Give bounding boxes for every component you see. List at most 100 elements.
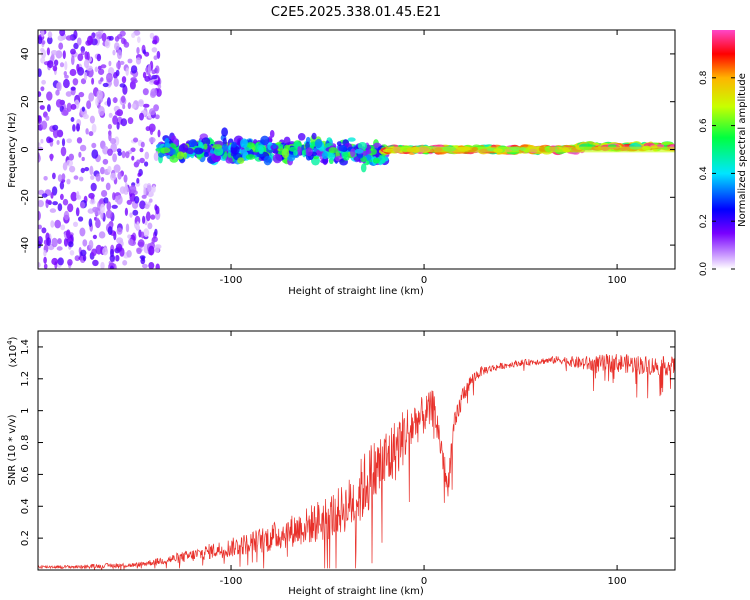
spectrogram-cell xyxy=(57,203,63,212)
spectrogram-cell xyxy=(40,47,45,53)
spectrogram-cell xyxy=(38,262,41,268)
spectrogram-cell xyxy=(76,123,80,132)
spectrogram-cell xyxy=(314,138,323,149)
spectrogram-cell xyxy=(43,263,48,269)
spectrogram-cell xyxy=(122,104,126,110)
spectrogram-cell xyxy=(50,220,55,228)
spectrogram-cell xyxy=(136,159,141,165)
spectrogram-cell xyxy=(245,154,256,160)
spectrogram-cell xyxy=(78,151,82,158)
spectrogram-cell xyxy=(142,71,147,79)
spectrogram-cell xyxy=(136,247,142,255)
spectrogram-cell xyxy=(95,173,101,182)
spectrogram-cell xyxy=(152,39,158,45)
spectrogram-cell xyxy=(74,255,81,262)
spectrogram-cell xyxy=(139,157,145,164)
spectrogram-cell xyxy=(98,106,105,116)
spectrogram-cell xyxy=(57,35,65,42)
spectrogram-cell xyxy=(111,204,118,209)
snr-y-tick-label: 1.2 xyxy=(20,371,31,387)
spectrogram-cell xyxy=(144,204,150,210)
spectrogram-cell xyxy=(272,153,282,164)
spectrogram-cell xyxy=(52,172,56,180)
figure-title: C2E5.2025.338.01.45.E21 xyxy=(271,5,441,20)
spectrogram-cell xyxy=(82,254,87,262)
spectrogram-cell xyxy=(89,199,96,205)
spectrogram-cell xyxy=(142,263,148,269)
spectrogram-cell xyxy=(70,103,77,110)
spectrogram-cell xyxy=(328,147,338,154)
spectrogram-cell xyxy=(66,229,71,239)
spectrogram-y-axis-label: Frequency (Hz) xyxy=(7,112,18,188)
snr-y-tick-label: 0.8 xyxy=(20,435,31,451)
spectrogram-cell xyxy=(147,63,152,74)
spectrogram-cell xyxy=(98,199,104,204)
spectrogram-cell xyxy=(63,210,70,221)
spectrogram-cell xyxy=(67,259,73,266)
spectrogram-cell xyxy=(79,144,87,152)
spectrogram-cell xyxy=(48,137,54,143)
spectrogram-cell xyxy=(68,153,75,161)
spectrogram-cell xyxy=(114,136,120,146)
spectrogram-cell xyxy=(71,55,75,66)
spectrogram-cell xyxy=(91,149,99,159)
snr-x-tick-label: 0 xyxy=(421,576,427,587)
spectrogram-y-tick-label: -20 xyxy=(20,189,31,205)
spectrogram-cell xyxy=(143,49,146,55)
spectrogram-x-tick-label: -100 xyxy=(220,275,243,286)
spectrogram-cell xyxy=(61,109,69,116)
spectrogram-cell xyxy=(76,63,80,72)
spectrogram-cell xyxy=(360,163,367,173)
spectrogram-cell xyxy=(73,221,78,227)
spectrogram-cell xyxy=(66,102,72,113)
spectrogram-cell xyxy=(88,208,93,214)
spectrogram-cell xyxy=(338,145,347,152)
spectrogram-cell xyxy=(151,237,156,245)
spectrogram-cell xyxy=(40,30,45,38)
spectrogram-cell xyxy=(201,137,211,147)
spectrogram-cell xyxy=(126,250,132,258)
spectrogram-cell xyxy=(38,115,42,124)
spectrogram-cell xyxy=(47,31,53,39)
spectrogram-cell xyxy=(144,161,149,167)
spectrogram-cell xyxy=(65,91,72,97)
spectrogram-cell xyxy=(137,172,142,177)
spectrogram-cell xyxy=(240,149,248,154)
spectrogram-cell xyxy=(70,117,75,122)
spectrogram-cell xyxy=(203,152,209,158)
spectrogram-cell xyxy=(63,71,67,76)
spectrogram-cell xyxy=(75,207,80,217)
snr-frame xyxy=(37,330,676,571)
spectrogram-cell xyxy=(69,68,77,77)
spectrogram-y-tick-label: -40 xyxy=(20,237,31,253)
spectrogram-cell xyxy=(139,200,146,210)
spectrogram-cell xyxy=(142,88,149,96)
spectrogram-cell xyxy=(82,113,89,120)
spectrogram-cell xyxy=(136,177,140,184)
spectrogram-cell xyxy=(80,46,86,53)
spectrogram-cell xyxy=(148,137,156,143)
spectrogram-cell xyxy=(57,257,64,266)
spectrogram-cell xyxy=(350,148,356,158)
spectrogram-cell xyxy=(57,174,63,182)
spectrogram-cell xyxy=(41,120,48,130)
snr-series-line xyxy=(38,354,675,570)
spectrogram-cell xyxy=(147,222,153,230)
snr-y-multiplier: (x104) xyxy=(6,336,19,367)
spectrogram-cell xyxy=(148,262,155,269)
spectrogram-cell xyxy=(95,244,103,255)
spectrogram-cell xyxy=(38,224,42,230)
spectrogram-cell xyxy=(91,77,95,85)
spectrogram-cell xyxy=(52,128,59,139)
spectrogram-cell xyxy=(61,138,66,147)
spectrogram-cell xyxy=(129,192,136,202)
spectrogram-cell xyxy=(131,155,135,161)
colorbar: 0.0 0.2 0.4 0.6 0.8 Normalized spectral ampl… xyxy=(699,30,748,276)
spectrogram-cell xyxy=(121,76,127,84)
spectrogram-cell xyxy=(260,135,270,146)
spectrogram-cell xyxy=(91,142,97,149)
spectrogram-cell xyxy=(221,144,229,152)
spectrogram-cell xyxy=(146,211,151,222)
spectrogram-cell xyxy=(139,112,144,121)
spectrogram-cell xyxy=(106,72,113,83)
